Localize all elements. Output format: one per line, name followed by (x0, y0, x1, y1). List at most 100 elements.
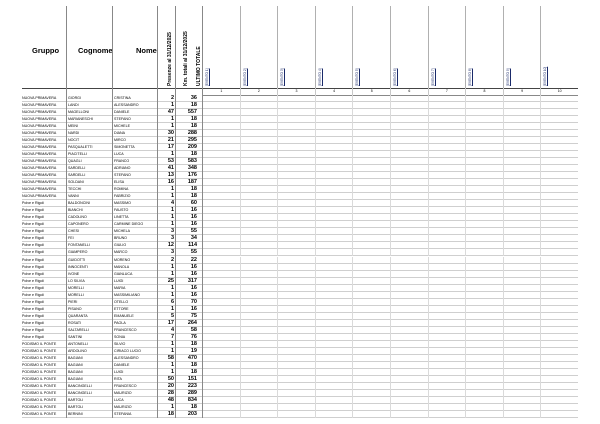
event-cell (502, 375, 541, 383)
cell-nome: ROMINA (114, 187, 129, 192)
cell-presenze: 3 (170, 228, 174, 235)
cell-nome: CARMINE DIEGO (114, 222, 144, 227)
event-cell (502, 235, 541, 243)
event-cell (502, 396, 541, 404)
table-row: Polve e Rigoli BIANCHI FAUSTO 1 16 (22, 207, 578, 215)
event-cell (465, 207, 503, 215)
cell-nome: MAURIZIO (114, 390, 132, 395)
event-cell (314, 333, 353, 341)
cell-cognome: QUARANTA (68, 313, 88, 318)
event-number: 5 (352, 88, 390, 95)
event-name-link[interactable]: [EVENTO 6] (393, 68, 397, 86)
event-cell (239, 361, 278, 369)
event-column-header[interactable]: [EVENTO 1] (202, 6, 240, 88)
cell-nome: SONIA (114, 334, 126, 339)
event-cell (314, 193, 353, 201)
event-cell (390, 263, 428, 271)
event-column-header[interactable]: [EVENTO 7] (427, 6, 466, 88)
cell-presenze: 1 (170, 221, 174, 228)
cell-cognome: NOCIT (68, 138, 80, 143)
cell-cognome: BAGIANI (68, 376, 83, 381)
event-cells (202, 102, 578, 110)
event-cell (352, 242, 390, 250)
event-cell (427, 382, 466, 390)
event-cell (314, 354, 353, 362)
event-name-link[interactable]: [EVENTO 7] (430, 68, 435, 86)
event-name-link[interactable]: [EVENTO 5] (355, 68, 360, 86)
event-cell (427, 270, 466, 278)
event-column-header[interactable]: [EVENTO 2] (239, 6, 278, 88)
event-cell (277, 361, 315, 369)
event-cell (314, 263, 353, 271)
event-cells (202, 186, 578, 194)
event-column-header[interactable]: [EVENTO 10] (540, 6, 578, 88)
event-column-header[interactable]: [EVENTO 9] (502, 6, 541, 88)
event-cell (465, 375, 503, 383)
cell-presenze: 3 (170, 249, 174, 256)
event-cell (314, 151, 353, 159)
event-cell (427, 172, 466, 180)
cell-km: 557 (187, 109, 197, 116)
cell-km: 16 (190, 270, 197, 277)
event-cell (277, 312, 315, 320)
event-cell (352, 410, 390, 418)
event-column-header[interactable]: [EVENTO 8] (465, 6, 503, 88)
event-cell (540, 95, 578, 102)
event-name-link[interactable]: [EVENTO 1] (205, 68, 209, 86)
event-column-header[interactable]: [EVENTO 3] (277, 6, 315, 88)
event-cell (314, 284, 353, 292)
event-cell (314, 123, 353, 131)
cell-gruppo: NUOVA PRIMAVERA (22, 187, 57, 192)
event-cell (277, 165, 315, 173)
cell-km: 36 (190, 95, 197, 101)
table-row: Polve e Rigoli CHESI MICHELA 3 55 (22, 228, 578, 236)
event-cells (202, 116, 578, 124)
event-cell (239, 95, 278, 102)
event-cell (465, 179, 503, 187)
cell-nome: MARCO (114, 250, 128, 255)
cell-presenze: 1 (170, 102, 174, 109)
event-cell (427, 193, 466, 201)
event-name-link[interactable]: [EVENTO 4] (317, 68, 322, 86)
cell-presenze: 1 (170, 361, 174, 368)
cell-gruppo: Polve e Rigoli (22, 306, 44, 311)
cell-cognome: SANTINI (68, 334, 83, 339)
event-cell (352, 193, 390, 201)
event-cell (202, 228, 240, 236)
event-cell (277, 116, 315, 124)
event-cell (314, 249, 353, 257)
cell-nome: MANOLA (114, 264, 130, 269)
cell-cognome: TECCHI (68, 187, 82, 192)
table-row: PODISMO IL PONTE BANCINGELLI MAURIZIO 28 289 (22, 389, 578, 397)
event-name-link[interactable]: [EVENTO 2] (242, 68, 247, 86)
cell-km: 22 (190, 256, 197, 263)
cell-gruppo: NUOVA PRIMAVERA (22, 131, 57, 136)
event-cells (202, 333, 578, 341)
cell-gruppo: NUOVA PRIMAVERA (22, 117, 57, 122)
event-name-link[interactable]: [EVENTO 8] (468, 68, 473, 86)
event-cells (202, 221, 578, 229)
event-column-header[interactable]: [EVENTO 5] (352, 6, 390, 88)
event-cell (314, 242, 353, 250)
col-divider (66, 6, 67, 418)
cell-presenze: 48 (167, 396, 174, 403)
event-cell (277, 130, 315, 138)
event-name-link[interactable]: [EVENTO 3] (280, 68, 285, 86)
event-column-header[interactable]: [EVENTO 4] (314, 6, 353, 88)
table-row: Polve e Rigoli CADOLINO LINETTA 1 16 (22, 214, 578, 222)
event-name-link[interactable]: [EVENTO 10] (543, 66, 548, 86)
event-cell (314, 116, 353, 124)
table-row: Polve e Rigoli FONTANELLI GIULIO 12 114 (22, 242, 578, 250)
event-name-link[interactable]: [EVENTO 9] (505, 68, 510, 86)
cell-cognome: FEI (68, 236, 74, 241)
event-number: 9 (502, 88, 541, 95)
cell-gruppo: NUOVA PRIMAVERA (22, 194, 57, 199)
event-column-header[interactable]: [EVENTO 6] (390, 6, 428, 88)
event-cell (352, 109, 390, 117)
cell-cognome: SARDELLI (68, 173, 86, 178)
event-cell (352, 291, 390, 299)
cell-km: 114 (188, 242, 197, 249)
cell-cognome: FONTANELLI (68, 243, 90, 248)
event-cell (202, 172, 240, 180)
cell-cognome: SOLDANI (68, 180, 84, 185)
